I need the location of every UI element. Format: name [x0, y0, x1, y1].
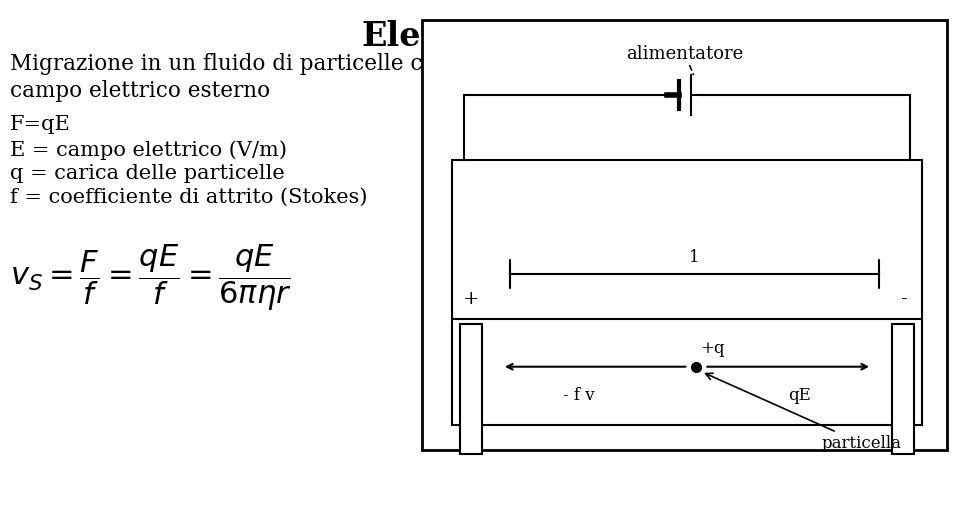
Text: $v_S = \dfrac{F}{f} = \dfrac{qE}{f} = \dfrac{qE}{6\pi\eta r}$: $v_S = \dfrac{F}{f} = \dfrac{qE}{f} = \d…: [10, 243, 292, 313]
Text: - f v: - f v: [563, 387, 595, 404]
Bar: [422, 20, 947, 450]
Text: +q: +q: [700, 340, 725, 357]
Text: q = carica delle particelle: q = carica delle particelle: [10, 164, 285, 183]
Text: E = campo elettrico (V/m): E = campo elettrico (V/m): [10, 140, 287, 160]
Text: f = coefficiente di attrito (Stokes): f = coefficiente di attrito (Stokes): [10, 188, 367, 207]
Bar: [892, 324, 914, 454]
Text: alimentatore: alimentatore: [626, 45, 743, 63]
Text: +: +: [463, 290, 480, 308]
Text: F=qE: F=qE: [10, 115, 71, 134]
Text: 1: 1: [690, 249, 700, 266]
Bar: [460, 324, 482, 454]
Text: qE: qE: [787, 387, 810, 404]
Text: -: -: [900, 290, 906, 308]
Text: particella: particella: [706, 373, 902, 452]
Text: campo elettrico esterno: campo elettrico esterno: [10, 80, 270, 102]
Text: Elettroforesi: Elettroforesi: [362, 20, 598, 53]
Text: Migrazione in un fluido di particelle cariche sottoposte all’azione di un: Migrazione in un fluido di particelle ca…: [10, 53, 785, 75]
Bar: [452, 160, 922, 425]
